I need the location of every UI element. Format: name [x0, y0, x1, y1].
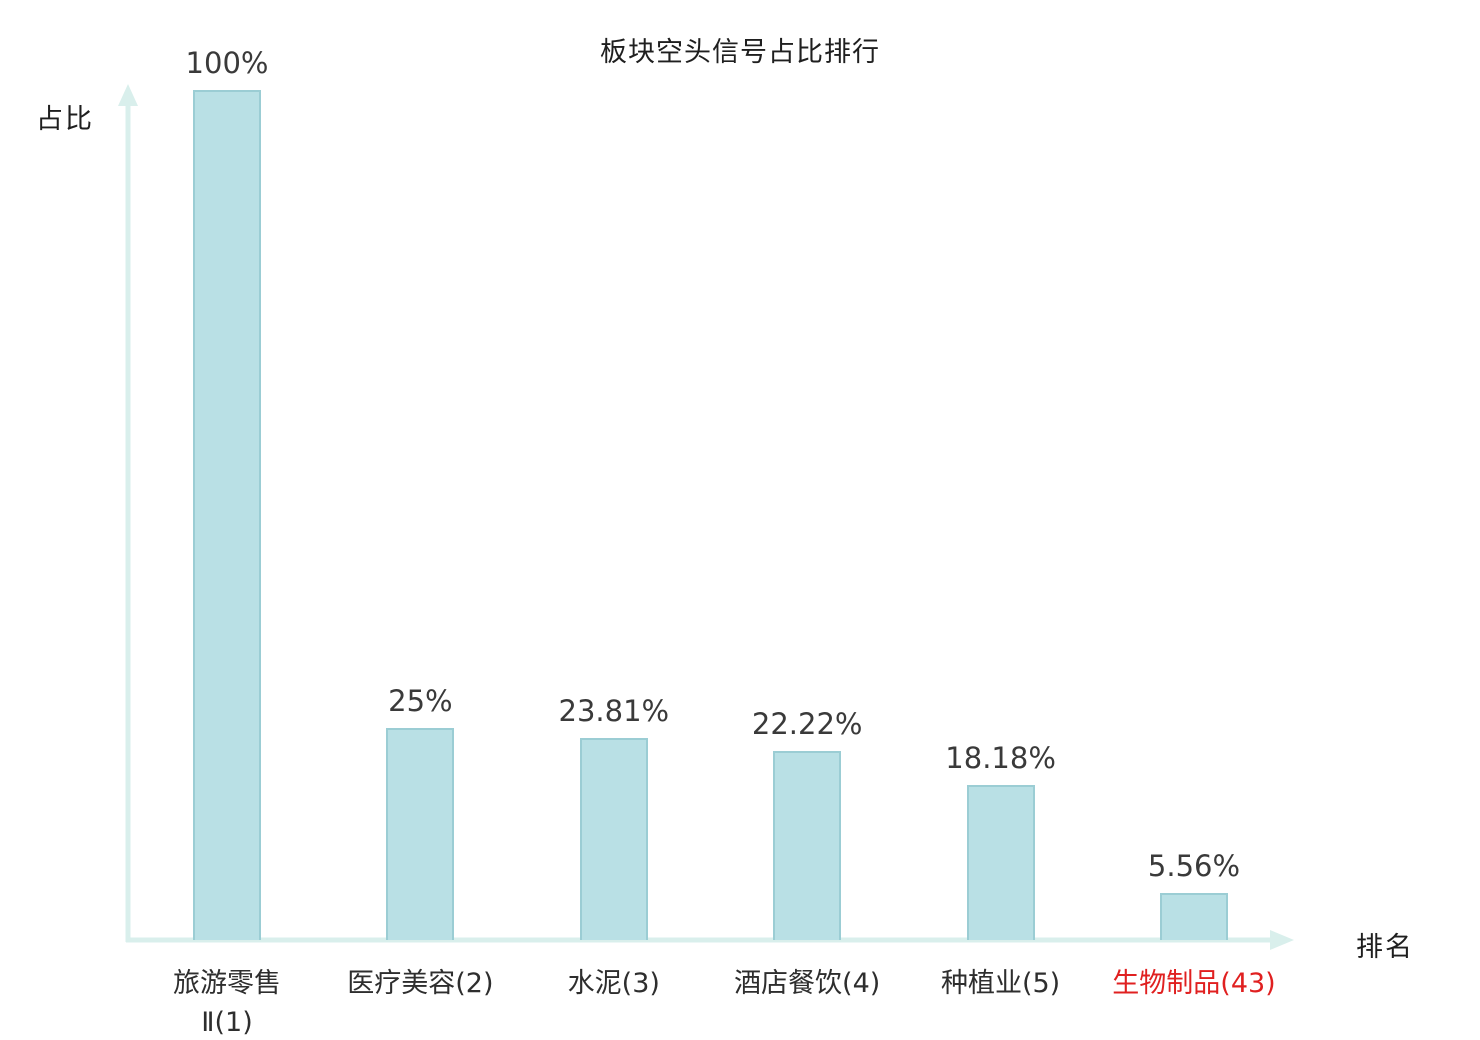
- bar: [579, 737, 648, 940]
- bar-category-label: 种植业(5): [940, 968, 1061, 999]
- bar-category-label: 水泥(3): [567, 968, 660, 999]
- x-axis-arrow-icon: [1270, 930, 1294, 950]
- bar-value-label: 5.56%: [1147, 848, 1241, 883]
- bar-value-label: 100%: [185, 46, 269, 80]
- bar: [193, 90, 261, 940]
- x-axis-title: 排名: [1356, 932, 1414, 963]
- bar-category-label: 医疗美容(2): [347, 968, 494, 999]
- bar-value-label: 22.22%: [751, 707, 863, 742]
- bar-category-label: 旅游零售 Ⅱ(1): [173, 968, 281, 1039]
- bar-value-label: 25%: [388, 683, 453, 718]
- bar-category-label: 生物制品(43): [1112, 968, 1276, 999]
- bar-category-label: 酒店餐饮(4): [734, 968, 881, 999]
- bar-value-label: 23.81%: [558, 693, 670, 728]
- bar-value-label: 18.18%: [945, 741, 1056, 776]
- chart-title: 板块空头信号占比排行: [600, 37, 880, 68]
- y-axis-arrow-icon: [118, 84, 138, 106]
- bar: [966, 785, 1035, 940]
- bar: [386, 727, 455, 940]
- y-axis-title: 占比: [36, 104, 94, 135]
- bar: [1160, 892, 1228, 940]
- bar: [773, 751, 842, 940]
